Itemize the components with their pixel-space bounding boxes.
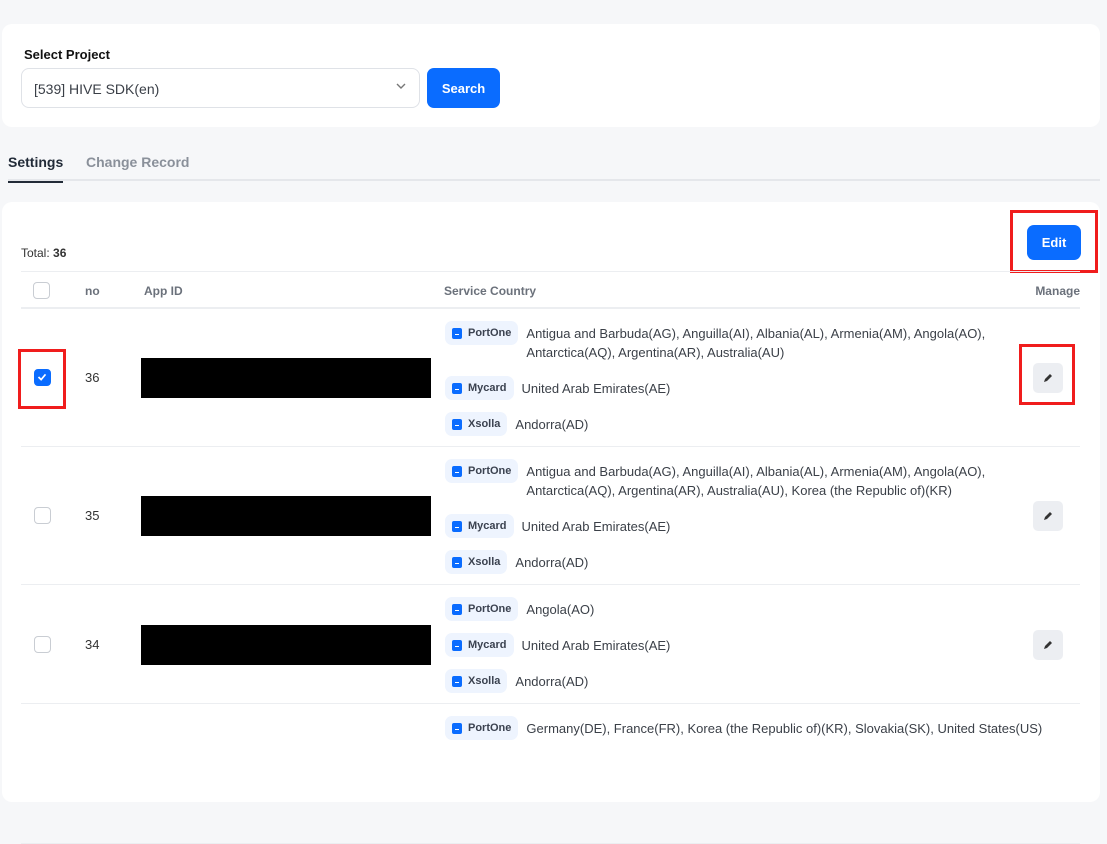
- provider-icon: [452, 465, 462, 477]
- tab-settings[interactable]: Settings: [8, 154, 64, 183]
- row-no: 35: [85, 508, 100, 523]
- service-entry: Xsolla Andorra(AD): [445, 669, 1045, 693]
- provider-badge: Xsolla: [445, 669, 508, 693]
- row-checkbox[interactable]: [34, 507, 51, 524]
- chevron-down-icon: [396, 83, 406, 89]
- provider-badge: PortOne: [445, 597, 519, 621]
- service-entry: PortOne Antigua and Barbuda(AG), Anguilla…: [445, 459, 1045, 500]
- country-list: Andorra(AD): [515, 417, 589, 432]
- redacted-app-id: [141, 624, 431, 665]
- provider-icon: [452, 639, 462, 651]
- country-list: Angola(AO): [526, 602, 595, 617]
- table-row: 36 PortOne Antigua and Barbuda(AG), Anguil…: [21, 309, 1080, 447]
- country-list: United Arab Emirates(AE): [521, 381, 671, 396]
- manage-edit-button[interactable]: [1033, 363, 1063, 393]
- service-country-list: PortOne Germany(DE), France(FR), Korea (t…: [445, 716, 1045, 752]
- redacted-app-id: [141, 496, 431, 536]
- provider-badge: PortOne: [445, 459, 519, 483]
- project-selector-card: Select Project [539] HIVE SDK(en) Search: [2, 24, 1100, 127]
- provider-icon: [452, 556, 462, 568]
- service-country-list: PortOne Antigua and Barbuda(AG), Anguilla…: [445, 321, 1045, 448]
- total-count: Total: 36: [21, 246, 66, 260]
- country-list: Andorra(AD): [515, 555, 589, 570]
- provider-icon: [452, 603, 462, 615]
- manage-edit-button[interactable]: [1033, 501, 1063, 531]
- provider-badge: Mycard: [445, 376, 514, 400]
- service-country-list: PortOne Angola(AO) Mycard United Arab Emira…: [445, 597, 1045, 705]
- row-no: 34: [85, 636, 100, 652]
- service-entry: Mycard United Arab Emirates(AE): [445, 376, 1045, 400]
- project-select[interactable]: [539] HIVE SDK(en): [21, 68, 420, 108]
- pencil-icon: [1044, 512, 1052, 520]
- column-app-id: App ID: [144, 284, 183, 298]
- provider-icon: [452, 327, 462, 339]
- provider-name: Xsolla: [468, 556, 501, 568]
- project-select-value: [539] HIVE SDK(en): [34, 81, 160, 97]
- country-list: Antigua and Barbuda(AG), Anguilla(AI), A…: [526, 326, 986, 360]
- service-country-list: PortOne Antigua and Barbuda(AG), Anguilla…: [445, 459, 1045, 586]
- country-list: Antigua and Barbuda(AG), Anguilla(AI), A…: [526, 464, 986, 498]
- column-manage: Manage: [1035, 284, 1080, 298]
- service-entry: Xsolla Andorra(AD): [445, 550, 1045, 574]
- row-checkbox[interactable]: [34, 369, 51, 386]
- manage-edit-button[interactable]: [1033, 629, 1063, 660]
- provider-badge: Mycard: [445, 633, 514, 657]
- provider-icon: [452, 382, 462, 394]
- service-entry: Xsolla Andorra(AD): [445, 412, 1045, 436]
- total-value: 36: [53, 246, 67, 260]
- provider-name: PortOne: [468, 465, 512, 477]
- settings-table-card: Total: 36 Edit no App ID Service Country…: [2, 202, 1100, 844]
- provider-name: PortOne: [468, 327, 512, 339]
- provider-icon: [452, 418, 462, 430]
- provider-icon: [452, 520, 462, 532]
- provider-name: PortOne: [468, 722, 512, 734]
- checkmark-icon: [37, 373, 47, 381]
- service-entry: PortOne Germany(DE), France(FR), Korea (t…: [445, 716, 1045, 740]
- row-checkbox[interactable]: [34, 635, 51, 653]
- search-button[interactable]: Search: [427, 68, 500, 108]
- total-label: Total:: [21, 246, 50, 260]
- tab-bar: Settings Change Record: [8, 150, 1100, 183]
- highlight-annotation: [18, 349, 66, 409]
- country-list: Andorra(AD): [515, 674, 589, 689]
- highlight-annotation: [1019, 344, 1075, 405]
- table-row: 34 PortOne Angola(AO) Mycard United Arab Emi…: [21, 585, 1080, 704]
- country-list: United Arab Emirates(AE): [521, 638, 671, 653]
- table-row: PortOne Germany(DE), France(FR), Korea (t…: [21, 704, 1080, 844]
- row-no: 36: [85, 370, 100, 385]
- provider-name: Mycard: [468, 639, 507, 651]
- service-entry: PortOne Angola(AO): [445, 597, 1045, 621]
- provider-badge: Xsolla: [445, 412, 508, 436]
- provider-name: Mycard: [468, 382, 507, 394]
- provider-name: PortOne: [468, 603, 512, 615]
- redacted-app-id: [141, 358, 431, 398]
- provider-badge: Xsolla: [445, 550, 508, 574]
- select-project-label: Select Project: [24, 47, 110, 62]
- select-all-checkbox[interactable]: [33, 282, 50, 299]
- service-entry: Mycard United Arab Emirates(AE): [445, 514, 1045, 538]
- provider-icon: [452, 675, 462, 687]
- country-list: United Arab Emirates(AE): [521, 519, 671, 534]
- pencil-icon: [1044, 374, 1052, 382]
- column-no: no: [85, 284, 100, 298]
- service-entry: PortOne Antigua and Barbuda(AG), Anguilla…: [445, 321, 1045, 362]
- tab-change-record[interactable]: Change Record: [86, 154, 190, 170]
- table-row: 35 PortOne Antigua and Barbuda(AG), Anguil…: [21, 447, 1080, 585]
- provider-badge: Mycard: [445, 514, 514, 538]
- provider-icon: [452, 722, 462, 734]
- provider-name: Mycard: [468, 520, 507, 532]
- table-header: no App ID Service Country Manage: [21, 271, 1080, 309]
- highlight-annotation: [1010, 210, 1098, 273]
- pencil-icon: [1044, 640, 1052, 649]
- service-entry: Mycard United Arab Emirates(AE): [445, 633, 1045, 657]
- provider-name: Xsolla: [468, 418, 501, 430]
- provider-badge: PortOne: [445, 716, 519, 740]
- edit-button[interactable]: Edit: [1027, 225, 1081, 260]
- provider-name: Xsolla: [468, 675, 501, 687]
- country-list: Germany(DE), France(FR), Korea (the Repu…: [526, 721, 1043, 736]
- provider-badge: PortOne: [445, 321, 519, 345]
- column-service-country: Service Country: [444, 284, 537, 298]
